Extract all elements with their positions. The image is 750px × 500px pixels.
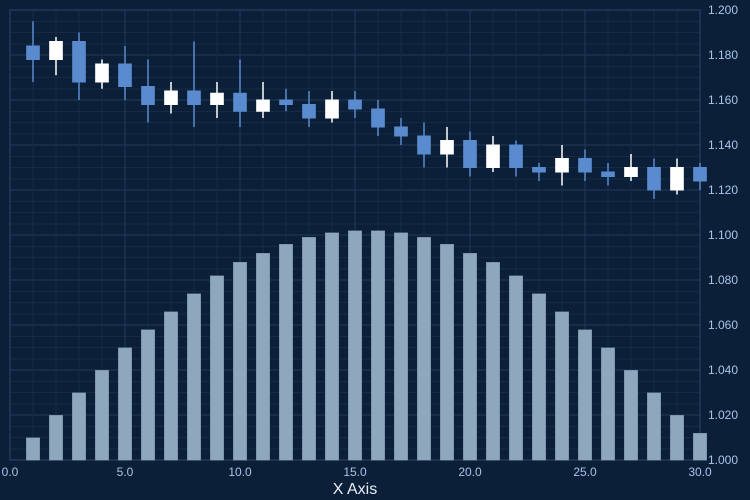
candle-down: [349, 100, 362, 109]
candle-down: [395, 127, 408, 136]
volume-bar: [440, 244, 454, 460]
volume-bar: [210, 276, 224, 461]
y-tick-label: 1.080: [708, 273, 738, 287]
candle-down: [533, 168, 546, 173]
candle-up: [625, 168, 638, 177]
volume-bar: [371, 231, 385, 461]
y-tick-label: 1.180: [708, 48, 738, 62]
volume-bar: [417, 237, 431, 460]
candle-up: [326, 100, 339, 118]
volume-bar: [26, 438, 40, 461]
volume-bar: [509, 276, 523, 461]
volume-bar: [532, 294, 546, 461]
candle-down: [234, 93, 247, 111]
volume-bar: [95, 370, 109, 460]
volume-bar: [233, 262, 247, 460]
candle-down: [464, 141, 477, 168]
y-tick-label: 1.200: [708, 3, 738, 17]
volume-bar: [72, 393, 86, 461]
candle-up: [165, 91, 178, 105]
volume-bar: [325, 233, 339, 460]
chart-container: 1.000 1.020 1.040 1.060 1.080 1.100 1.120 1.140…: [0, 0, 750, 500]
candle-up: [257, 100, 270, 111]
candle-up: [50, 42, 63, 60]
candle-up: [211, 93, 224, 104]
candle-down: [694, 168, 707, 182]
y-tick-label: 1.140: [708, 138, 738, 152]
x-tick-label: 0.0: [2, 465, 19, 479]
volume-bar: [647, 393, 661, 461]
candle-up: [96, 64, 109, 82]
volume-bar: [578, 330, 592, 461]
candle-up: [487, 145, 500, 168]
candle-down: [602, 172, 615, 177]
volume-bar: [348, 231, 362, 461]
volume-bar: [141, 330, 155, 461]
candle-up: [441, 141, 454, 155]
volume-bar: [394, 233, 408, 460]
candle-down: [579, 159, 592, 173]
volume-bar: [463, 253, 477, 460]
candle-down: [27, 46, 40, 60]
y-tick-label: 1.060: [708, 318, 738, 332]
x-tick-label: 10.0: [228, 465, 252, 479]
candle-down: [303, 105, 316, 119]
candle-down: [280, 100, 293, 105]
candle-down: [648, 168, 661, 191]
y-tick-label: 1.120: [708, 183, 738, 197]
candle-down: [73, 42, 86, 83]
x-tick-label: 15.0: [343, 465, 367, 479]
candle-down: [510, 145, 523, 168]
volume-bar: [486, 262, 500, 460]
x-tick-label: 25.0: [573, 465, 597, 479]
volume-bar: [693, 433, 707, 460]
candle-up: [556, 159, 569, 173]
volume-bar: [118, 348, 132, 461]
y-tick-label: 1.040: [708, 363, 738, 377]
volume-bar: [187, 294, 201, 461]
candle-down: [372, 109, 385, 127]
volume-bar: [279, 244, 293, 460]
x-tick-label: 20.0: [458, 465, 482, 479]
x-tick-label: 30.0: [688, 465, 712, 479]
y-tick-label: 1.000: [708, 453, 738, 467]
y-tick-label: 1.160: [708, 93, 738, 107]
y-tick-label: 1.020: [708, 408, 738, 422]
volume-bar: [624, 370, 638, 460]
volume-bar: [670, 415, 684, 460]
y-tick-label: 1.100: [708, 228, 738, 242]
candle-up: [671, 168, 684, 191]
candle-down: [142, 87, 155, 105]
x-tick-label: 5.0: [117, 465, 134, 479]
candle-down: [119, 64, 132, 87]
x-axis-title: X Axis: [333, 481, 377, 498]
candle-down: [418, 136, 431, 154]
candle-down: [188, 91, 201, 105]
volume-bar: [49, 415, 63, 460]
volume-bar: [601, 348, 615, 461]
volume-bar: [555, 312, 569, 461]
chart-svg: 1.000 1.020 1.040 1.060 1.080 1.100 1.120 1.140…: [0, 0, 750, 500]
volume-bar: [256, 253, 270, 460]
volume-bar: [302, 237, 316, 460]
volume-bar: [164, 312, 178, 461]
